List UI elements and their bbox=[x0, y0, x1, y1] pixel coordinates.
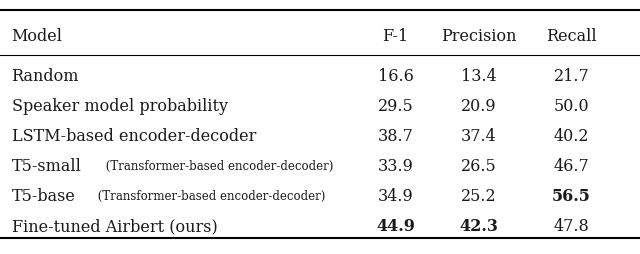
Text: 34.9: 34.9 bbox=[378, 188, 413, 204]
Text: 42.3: 42.3 bbox=[460, 218, 498, 234]
Text: F-1: F-1 bbox=[383, 28, 408, 45]
Text: 50.0: 50.0 bbox=[554, 98, 589, 115]
Text: 37.4: 37.4 bbox=[461, 128, 497, 145]
Text: 16.6: 16.6 bbox=[378, 68, 413, 85]
Text: 56.5: 56.5 bbox=[552, 188, 591, 204]
Text: 40.2: 40.2 bbox=[554, 128, 589, 145]
Text: 33.9: 33.9 bbox=[378, 158, 413, 174]
Text: 38.7: 38.7 bbox=[378, 128, 413, 145]
Text: Model: Model bbox=[12, 28, 63, 45]
Text: T5-base: T5-base bbox=[12, 188, 76, 204]
Text: 21.7: 21.7 bbox=[554, 68, 589, 85]
Text: Fine-tuned Airbert (ours): Fine-tuned Airbert (ours) bbox=[12, 218, 217, 234]
Text: 25.2: 25.2 bbox=[461, 188, 497, 204]
Text: Speaker model probability: Speaker model probability bbox=[12, 98, 228, 115]
Text: 47.8: 47.8 bbox=[554, 218, 589, 234]
Text: Random: Random bbox=[12, 68, 79, 85]
Text: Precision: Precision bbox=[441, 28, 516, 45]
Text: 46.7: 46.7 bbox=[554, 158, 589, 174]
Text: 20.9: 20.9 bbox=[461, 98, 497, 115]
Text: LSTM-based encoder-decoder: LSTM-based encoder-decoder bbox=[12, 128, 256, 145]
Text: 13.4: 13.4 bbox=[461, 68, 497, 85]
Text: 29.5: 29.5 bbox=[378, 98, 413, 115]
Text: (Transformer-based encoder-decoder): (Transformer-based encoder-decoder) bbox=[94, 190, 325, 202]
Text: 44.9: 44.9 bbox=[376, 218, 415, 234]
Text: 26.5: 26.5 bbox=[461, 158, 497, 174]
Text: (Transformer-based encoder-decoder): (Transformer-based encoder-decoder) bbox=[102, 160, 333, 172]
Text: Recall: Recall bbox=[546, 28, 597, 45]
Text: T5-small: T5-small bbox=[12, 158, 81, 174]
